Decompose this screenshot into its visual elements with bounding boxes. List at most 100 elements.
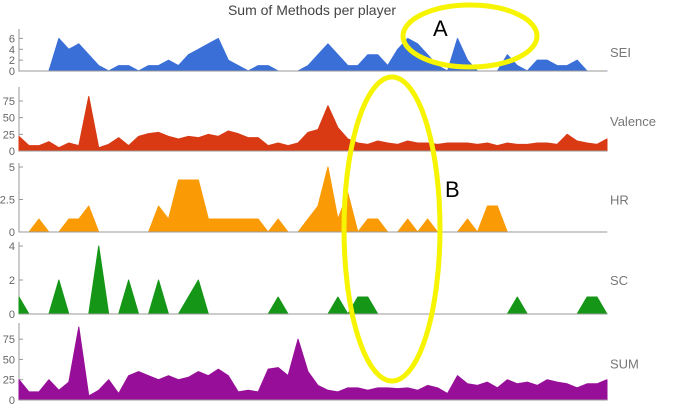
data-point-hr bbox=[118, 231, 120, 233]
data-point-valence bbox=[467, 142, 469, 144]
data-point-sum bbox=[397, 388, 399, 390]
y-tick-label: 50 bbox=[3, 113, 15, 125]
data-point-hr bbox=[357, 231, 359, 233]
data-point-sei bbox=[198, 48, 200, 50]
data-point-sei bbox=[387, 65, 389, 67]
data-point-sum bbox=[427, 385, 429, 387]
series-area-sei bbox=[18, 37, 608, 72]
data-point-sei bbox=[58, 38, 60, 40]
y-tick-label: 0 bbox=[9, 395, 15, 407]
data-point-valence bbox=[218, 136, 220, 138]
data-point-hr bbox=[487, 205, 489, 207]
data-point-valence bbox=[88, 96, 90, 98]
data-point-sei bbox=[566, 65, 568, 67]
data-point-hr bbox=[447, 231, 449, 233]
data-point-sum bbox=[327, 389, 329, 391]
data-point-valence bbox=[68, 142, 70, 144]
data-point-hr bbox=[387, 231, 389, 233]
data-point-sum bbox=[377, 387, 379, 389]
data-point-sc bbox=[556, 313, 558, 315]
data-point-hr bbox=[317, 205, 319, 207]
data-point-valence bbox=[477, 144, 479, 146]
data-point-sei bbox=[347, 65, 349, 67]
data-point-valence bbox=[277, 142, 279, 144]
data-point-sei bbox=[28, 70, 30, 72]
data-point-sei bbox=[596, 70, 598, 72]
data-point-valence bbox=[168, 136, 170, 138]
data-point-sei bbox=[287, 70, 289, 72]
data-point-sum bbox=[546, 379, 548, 381]
data-point-sc bbox=[367, 296, 369, 298]
data-point-sei bbox=[407, 38, 409, 40]
data-point-hr bbox=[566, 231, 568, 233]
data-point-sei bbox=[487, 70, 489, 72]
data-point-sc bbox=[297, 313, 299, 315]
data-point-sei bbox=[517, 65, 519, 67]
data-point-sc bbox=[387, 313, 389, 315]
data-point-sum bbox=[68, 381, 70, 383]
data-point-sum bbox=[437, 387, 439, 389]
data-point-sei bbox=[227, 59, 229, 61]
data-point-sei bbox=[546, 59, 548, 61]
data-point-hr bbox=[536, 231, 538, 233]
data-point-valence bbox=[546, 142, 548, 144]
data-point-hr bbox=[407, 218, 409, 220]
y-tick-label: 2.5 bbox=[0, 195, 15, 207]
data-point-sum bbox=[367, 389, 369, 391]
data-point-sc bbox=[427, 313, 429, 315]
data-point-valence bbox=[188, 136, 190, 138]
data-point-sum bbox=[128, 375, 130, 377]
y-tick-label: 0 bbox=[9, 146, 15, 158]
data-point-valence bbox=[307, 132, 309, 134]
data-point-sum bbox=[457, 375, 459, 377]
data-point-sei bbox=[118, 65, 120, 67]
y-tick-label: 0 bbox=[9, 66, 15, 78]
series-label-sei: SEI bbox=[610, 45, 631, 60]
data-point-sum bbox=[148, 375, 150, 377]
data-point-hr bbox=[247, 218, 249, 220]
data-point-hr bbox=[586, 231, 588, 233]
data-point-sc bbox=[566, 313, 568, 315]
data-point-sei bbox=[267, 65, 269, 67]
data-point-hr bbox=[267, 231, 269, 233]
data-point-sum bbox=[227, 375, 229, 377]
data-point-sc bbox=[68, 313, 70, 315]
panel-sum: 75 50 25 0 SUM bbox=[3, 323, 639, 407]
data-point-hr bbox=[467, 218, 469, 220]
data-point-sei bbox=[586, 70, 588, 72]
data-point-sei bbox=[447, 70, 449, 72]
data-point-valence bbox=[148, 133, 150, 135]
data-point-sei bbox=[397, 48, 399, 50]
data-point-hr bbox=[168, 218, 170, 220]
data-point-valence bbox=[28, 145, 30, 147]
y-tick-label: 75 bbox=[3, 334, 15, 346]
data-point-hr bbox=[477, 231, 479, 233]
highlight-ellipse-a bbox=[400, 2, 540, 70]
series-area-sc bbox=[18, 245, 608, 315]
data-point-sei bbox=[18, 70, 20, 72]
y-tick-label: 2 bbox=[9, 275, 15, 287]
data-point-sei bbox=[138, 70, 140, 72]
data-point-sei bbox=[576, 59, 578, 61]
data-point-sc bbox=[596, 296, 598, 298]
data-point-hr bbox=[307, 218, 309, 220]
data-point-valence bbox=[267, 145, 269, 147]
panel-sc: 4 2 0 SC bbox=[9, 241, 628, 321]
data-point-sc bbox=[148, 313, 150, 315]
data-point-sc bbox=[208, 313, 210, 315]
data-point-hr bbox=[218, 218, 220, 220]
data-point-sei bbox=[68, 48, 70, 50]
data-point-hr bbox=[58, 231, 60, 233]
data-point-hr bbox=[98, 231, 100, 233]
y-tick-label: 0 bbox=[9, 309, 15, 321]
data-point-sei bbox=[357, 65, 359, 67]
data-point-sum bbox=[158, 379, 160, 381]
data-point-sum bbox=[277, 367, 279, 369]
data-point-hr bbox=[497, 205, 499, 207]
data-point-sc bbox=[227, 313, 229, 315]
data-point-sei bbox=[208, 43, 210, 45]
data-point-sum bbox=[307, 371, 309, 373]
data-point-sc bbox=[477, 313, 479, 315]
y-tick-label: 25 bbox=[3, 129, 15, 141]
marker-b: B bbox=[445, 177, 460, 202]
